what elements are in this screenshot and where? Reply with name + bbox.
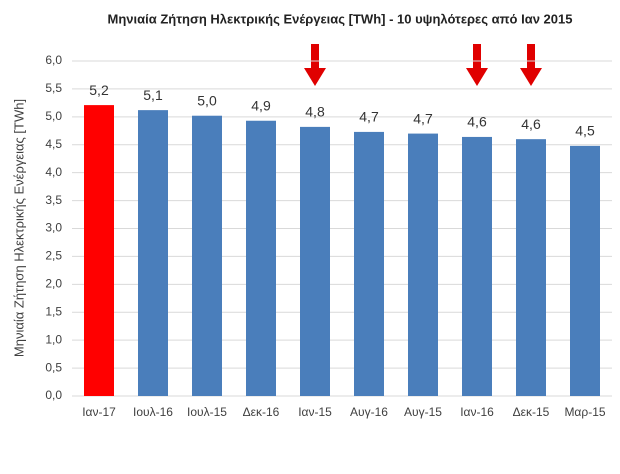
x-tick-label: Δεκ-16 (243, 405, 280, 419)
value-label: 4,6 (521, 116, 541, 132)
y-tick-label: 3,0 (45, 221, 62, 235)
y-tick-label: 3,5 (45, 193, 62, 207)
bar (246, 120, 276, 396)
value-label: 4,8 (305, 104, 325, 120)
y-tick-label: 6,0 (45, 53, 62, 67)
x-tick-label: Ιαν-17 (82, 405, 116, 419)
x-tick-label: Ιουλ-16 (133, 405, 173, 419)
value-label: 4,7 (413, 110, 433, 126)
y-tick-label: 2,5 (45, 249, 62, 263)
y-tick-label: 4,5 (45, 137, 62, 151)
value-label: 4,5 (575, 123, 595, 139)
arrow (520, 44, 542, 86)
bar (300, 126, 330, 396)
value-label: 4,7 (359, 109, 379, 125)
y-tick-label: 5,5 (45, 81, 62, 95)
y-tick-label: 1,0 (45, 332, 62, 346)
x-tick-label: Αυγ-15 (404, 405, 442, 419)
bar (84, 105, 114, 396)
y-tick-label: 4,0 (45, 165, 62, 179)
bar (138, 110, 168, 396)
y-tick-label: 0,0 (45, 388, 62, 402)
y-tick-label: 0,5 (45, 360, 62, 374)
bar (570, 145, 600, 396)
value-label: 4,9 (251, 97, 271, 113)
y-tick-label: 5,0 (45, 109, 62, 123)
x-tick-label: Ιαν-16 (460, 405, 494, 419)
x-tick-label: Μαρ-15 (564, 405, 605, 419)
value-label: 5,2 (89, 82, 109, 98)
y-axis-label: Μηνιαία Ζήτηση Ηλεκτρικής Ενέργειας [TWh… (11, 99, 26, 357)
x-tick-label: Ιαν-15 (298, 405, 332, 419)
x-tick-label: Αυγ-16 (350, 405, 388, 419)
x-tick-label: Ιουλ-15 (187, 405, 227, 419)
bar (462, 136, 492, 396)
bar (354, 131, 384, 397)
arrows (304, 44, 542, 86)
value-label: 4,6 (467, 114, 487, 130)
chart-title: Μηνιαία Ζήτηση Ηλεκτρικής Ενέργειας [TWh… (108, 11, 573, 26)
y-tick-label: 1,5 (45, 304, 62, 318)
bar (408, 133, 438, 397)
bar (516, 139, 546, 396)
y-tick-label: 2,0 (45, 277, 62, 291)
value-label: 5,1 (143, 87, 163, 103)
bar (192, 115, 222, 396)
arrow (304, 44, 326, 86)
arrow (466, 44, 488, 86)
x-tick-label: Δεκ-15 (513, 405, 550, 419)
value-label: 5,0 (197, 92, 217, 108)
